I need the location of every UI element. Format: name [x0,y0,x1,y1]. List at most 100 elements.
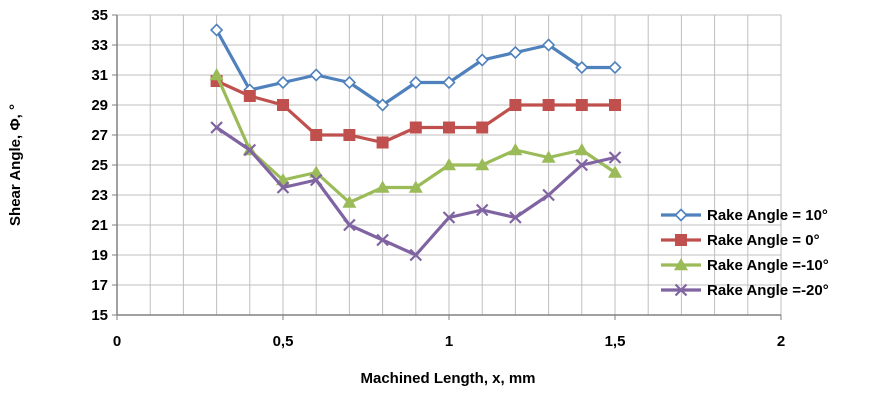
data-point [243,143,257,157]
axes [112,14,782,320]
x-marker-stroke [243,143,257,157]
data-point [575,158,589,172]
data-point [542,188,555,202]
data-point [476,121,489,134]
x-tick-label: 1,5 [605,333,626,350]
data-point [442,211,456,224]
y-tick-label: 27 [91,127,108,144]
data-point [608,60,622,75]
x-marker-stroke [210,121,223,134]
x-marker-stroke [442,211,456,224]
y-tick-label: 19 [91,247,108,264]
legend-label: Rake Angle = 0° [707,232,820,249]
data-point [409,248,423,262]
x-marker-stroke [542,188,555,202]
data-point [475,203,489,217]
y-tick-label: 35 [91,7,108,24]
legend-label: Rake Angle =-10° [707,257,829,274]
data-point [277,99,289,111]
legend-item: Rake Angle = 10° [661,207,828,224]
data-point [608,165,622,178]
legend-label: Rake Angle = 10° [707,207,828,224]
data-point [508,45,523,60]
data-point [342,75,357,90]
data-point [342,195,357,208]
x-marker-stroke [575,158,589,172]
data-point [542,99,555,111]
y-axis-title: Shear Angle, Φ, ° [7,104,24,226]
y-tick-label: 31 [91,67,108,84]
data-point [210,121,223,134]
data-point [209,23,224,37]
y-tick-label: 23 [91,187,108,204]
y-tick-label: 25 [91,157,108,174]
x-tick-label: 0 [113,333,121,350]
legend-marker [675,234,687,246]
data-point [310,129,323,141]
series-group [209,23,622,262]
x-marker-stroke [343,218,356,232]
data-point [575,60,589,75]
data-point [375,180,390,193]
x-marker-stroke [309,173,323,187]
series-1 [209,23,622,112]
series-4 [210,121,622,262]
legend-label: Rake Angle =-20° [707,282,829,299]
data-point [475,53,489,67]
tick-labels: 15 17 19 21 23 25 27 29 31 33 35 0 0,5 1 1,5 2 [91,7,785,350]
data-point [343,218,356,232]
data-point [309,68,323,82]
data-point [575,99,588,111]
legend-marker [674,258,688,271]
x-marker-stroke [376,233,389,247]
data-point [508,143,523,156]
data-point [276,181,290,194]
data-point [375,98,390,112]
x-marker-stroke [475,203,489,217]
data-point [309,173,323,187]
data-point [243,90,256,102]
data-point [509,211,522,224]
x-axis-title: Machined Length, x, mm [360,370,535,387]
x-marker-stroke [276,181,290,194]
legend-item: Rake Angle = 0° [661,232,820,249]
legend-marker [674,283,688,297]
x-tick-label: 2 [777,333,785,350]
data-point [309,165,324,178]
x-tick-label: 1 [445,333,453,350]
data-point [509,99,522,111]
data-point [209,68,224,81]
data-point [442,75,456,90]
data-point [608,151,622,164]
data-point [541,38,556,52]
x-marker-stroke [608,151,622,164]
y-tick-label: 17 [91,277,108,294]
legend-item: Rake Angle =-10° [661,257,829,274]
legend-item: Rake Angle =-20° [661,282,829,299]
y-tick-label: 21 [91,217,108,234]
data-point [574,143,589,156]
data-point [408,180,423,193]
data-point [343,129,356,141]
y-tick-label: 29 [91,97,108,114]
x-tick-label: 0,5 [273,333,294,350]
data-point [475,158,490,171]
data-point [376,233,389,247]
data-point [443,121,455,134]
data-point [276,75,290,90]
data-point [442,158,456,171]
legend: Rake Angle = 10° Rake Angle = 0° Rake Angl… [661,207,829,299]
x-marker-stroke [674,283,688,297]
y-tick-label: 33 [91,37,108,54]
y-tick-label: 15 [91,307,108,324]
x-marker-stroke [509,211,522,224]
data-point [409,75,423,90]
data-point [376,136,389,149]
legend-marker [674,208,688,222]
data-point [409,121,422,134]
data-point [609,99,621,111]
x-marker-stroke [409,248,423,262]
data-point [541,150,556,163]
